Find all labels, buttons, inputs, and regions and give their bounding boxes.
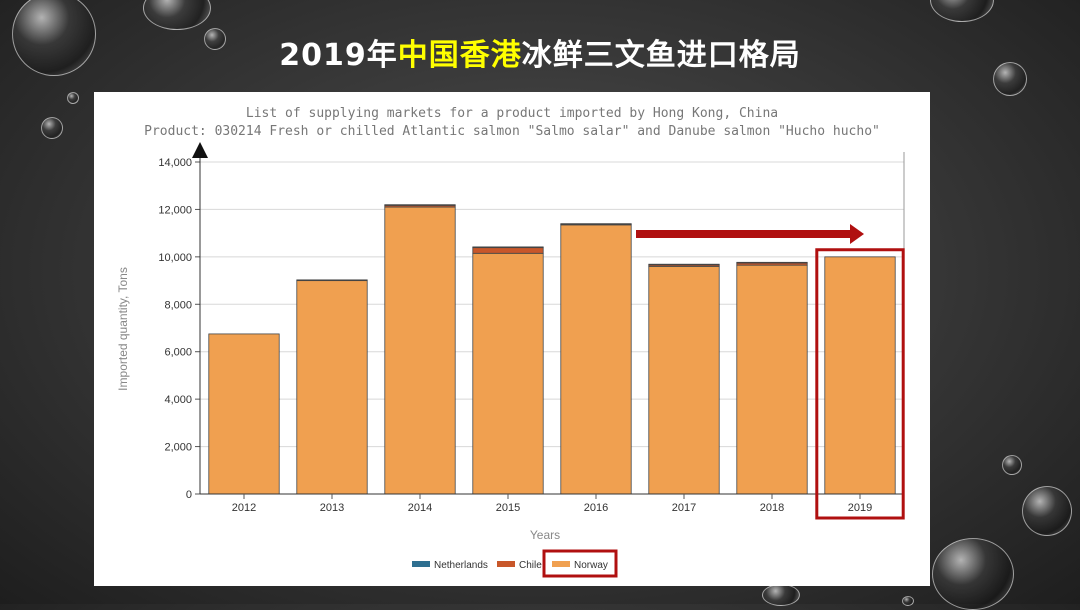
tick-labels: 0 2,000 4,000 6,000 8,000 10,000 12,000 14,000 2… (158, 157, 872, 514)
water-drop-decoration (204, 28, 226, 50)
water-drop-decoration (930, 0, 994, 22)
stacked-bar-chart: List of supplying markets for a product … (116, 106, 905, 578)
water-drop-decoration (1022, 486, 1072, 536)
x-tick-label: 2015 (496, 502, 520, 514)
bar-segment-chile-2013 (296, 279, 368, 282)
y-axis-label: Imported quantity, Tons (116, 267, 130, 391)
bar-segment-netherlands-2016 (560, 223, 632, 225)
bar-segment-netherlands-2017 (648, 263, 720, 266)
x-tick-label: 2018 (760, 502, 784, 514)
bar-segment-netherlands-2015 (472, 246, 544, 249)
slide-title: 2019年中国香港冰鲜三文鱼进口格局 (0, 30, 1080, 74)
water-drop-decoration (41, 117, 63, 139)
water-drop-decoration (762, 584, 800, 606)
bar-segment-norway-2014 (384, 206, 456, 495)
bar-segment-norway-2016 (560, 224, 632, 495)
y-tick-label: 4,000 (164, 394, 192, 406)
bar-segment-chile-2015 (472, 246, 544, 254)
legend-highlight-box (542, 549, 618, 578)
y-axis-arrow (192, 142, 208, 158)
bar-segment-norway-2018 (736, 264, 808, 495)
y-tick-label: 12,000 (158, 204, 192, 216)
legend-swatch-norway (552, 561, 570, 567)
y-tick-label: 2,000 (164, 442, 192, 454)
bars (208, 204, 896, 495)
legend: Netherlands Chile Norway (412, 549, 618, 578)
x-tick-label: 2014 (408, 502, 432, 514)
x-axis-label: Years (530, 528, 560, 542)
bar-segment-norway-2019 (824, 256, 896, 495)
y-tick-label: 0 (186, 489, 192, 501)
water-drop-decoration (993, 62, 1027, 96)
legend-label-netherlands: Netherlands (434, 560, 488, 571)
title-suffix: 冰鲜三文鱼进口格局 (521, 38, 801, 73)
y-tick-label: 8,000 (164, 299, 192, 311)
water-drop-decoration (67, 92, 79, 104)
water-drop-decoration (902, 596, 914, 606)
chart-title: List of supplying markets for a product … (246, 106, 778, 121)
bar-segment-norway-2013 (296, 280, 368, 495)
highlight-box-2019 (815, 248, 905, 520)
y-tick-label: 14,000 (158, 157, 192, 169)
water-drop-decoration (1002, 455, 1022, 475)
water-drop-decoration (932, 538, 1014, 610)
water-drop-decoration (143, 0, 211, 30)
chart-panel: List of supplying markets for a product … (94, 92, 930, 586)
trend-arrow-head (850, 224, 864, 244)
bar-segment-norway-2017 (648, 265, 720, 495)
x-tick-label: 2012 (232, 502, 256, 514)
x-tick-label: 2013 (320, 502, 344, 514)
x-tick-label: 2016 (584, 502, 608, 514)
bar-segment-norway-2015 (472, 252, 544, 495)
legend-label-norway: Norway (574, 560, 608, 571)
annotations (636, 224, 905, 520)
title-year: 2019年 (279, 38, 398, 73)
legend-label-chile: Chile (519, 560, 542, 571)
y-tick-label: 6,000 (164, 347, 192, 359)
y-tick-label: 10,000 (158, 252, 192, 264)
legend-swatch-chile (497, 561, 515, 567)
bar-segment-netherlands-2014 (384, 204, 456, 206)
bar-segment-netherlands-2018 (736, 261, 808, 264)
legend-swatch-netherlands (412, 561, 430, 567)
x-tick-label: 2017 (672, 502, 696, 514)
bar-segment-norway-2012 (208, 333, 280, 495)
chart-subtitle: Product: 030214 Fresh or chilled Atlanti… (144, 124, 880, 139)
water-drop-decoration (12, 0, 96, 76)
title-highlight: 中国香港 (397, 38, 522, 73)
x-tick-label: 2019 (848, 502, 872, 514)
